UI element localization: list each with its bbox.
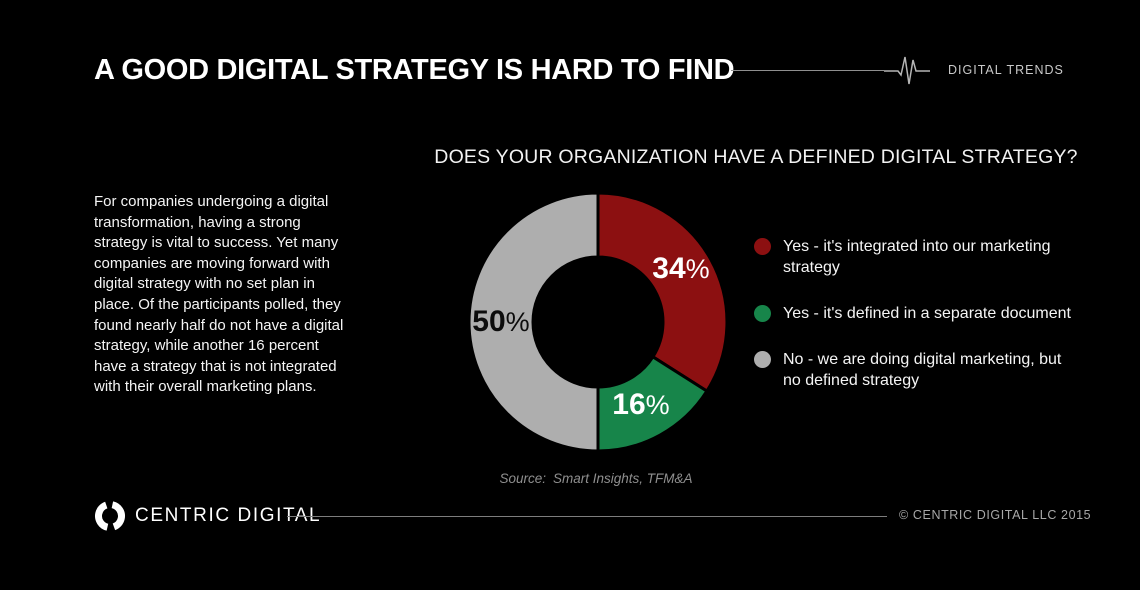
slice-value-label-50: 50%: [472, 305, 529, 339]
slice-value-number: 16: [612, 388, 646, 421]
legend-item-no-strategy: No - we are doing digital marketing, but…: [754, 349, 1074, 391]
page-title: A GOOD DIGITAL STRATEGY IS HARD TO FIND: [94, 54, 735, 86]
slice-value-label-16: 16%: [612, 388, 669, 422]
percent-sign: %: [505, 307, 530, 337]
centric-digital-logo-icon: [95, 501, 125, 531]
legend-dot-gray: [754, 351, 771, 368]
footer-divider-line: [287, 516, 887, 517]
source-value: Smart Insights, TFM&A: [553, 471, 693, 486]
donut-chart: 34% 16% 50%: [458, 182, 738, 462]
footer-copyright: © CENTRIC DIGITAL LLC 2015: [899, 508, 1092, 522]
intro-paragraph: For companies undergoing a digital trans…: [94, 193, 344, 396]
heartbeat-pulse-icon: [884, 56, 930, 85]
legend-label: Yes - it's integrated into our marketing…: [783, 238, 1051, 276]
source-label: Source:: [499, 471, 546, 486]
legend-item-yes-integrated: Yes - it's integrated into our marketing…: [754, 236, 1074, 278]
legend-label: Yes - it's defined in a separate documen…: [783, 305, 1071, 322]
digital-trends-label: DIGITAL TRENDS: [948, 63, 1064, 77]
header-divider-line: [731, 70, 884, 71]
slice-value-number: 34: [652, 252, 686, 285]
legend-dot-green: [754, 305, 771, 322]
legend-item-yes-separate: Yes - it's defined in a separate documen…: [754, 303, 1074, 324]
legend-label: No - we are doing digital marketing, but…: [783, 351, 1062, 389]
slice-no-strategy: [467, 191, 600, 453]
donut-chart-svg: [467, 191, 729, 453]
footer-brand-name: CENTRIC DIGITAL: [135, 505, 322, 526]
percent-sign: %: [685, 254, 710, 284]
slice-value-label-34: 34%: [652, 252, 709, 286]
slice-value-number: 50: [472, 305, 506, 338]
percent-sign: %: [645, 390, 670, 420]
slice-yes-integrated: [596, 191, 729, 394]
legend-dot-red: [754, 238, 771, 255]
chart-title: DOES YOUR ORGANIZATION HAVE A DEFINED DI…: [434, 146, 1078, 168]
chart-source: Source: Smart Insights, TFM&A: [446, 471, 746, 486]
chart-legend: Yes - it's integrated into our marketing…: [754, 236, 1074, 416]
